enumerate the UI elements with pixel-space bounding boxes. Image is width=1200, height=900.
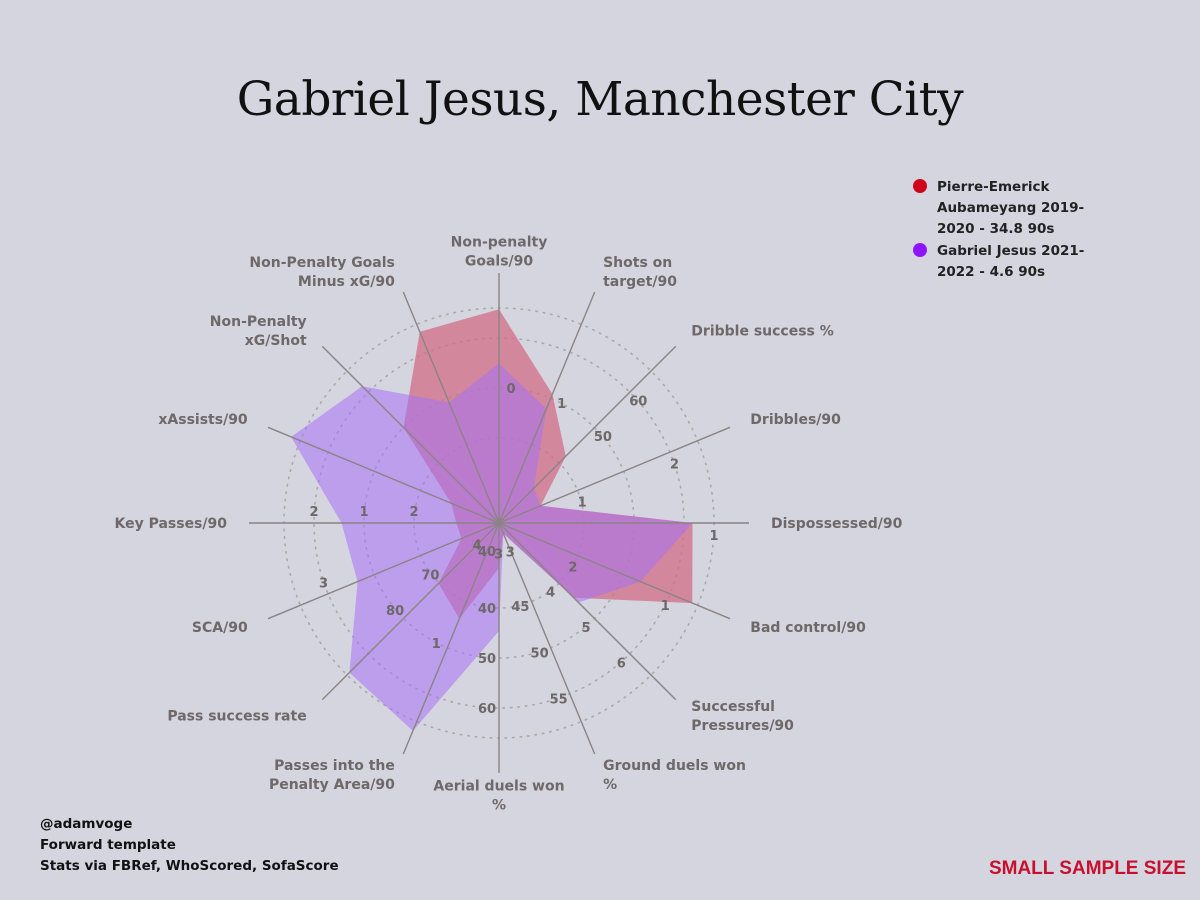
axis-label-6: Bad control/90	[750, 620, 866, 636]
tick-label: 50	[478, 652, 496, 667]
tick-label: 50	[531, 646, 549, 661]
tick-label: 1	[432, 637, 441, 652]
tick-label: 2	[309, 505, 318, 520]
tick-label: 6	[617, 656, 626, 671]
spoke-4	[498, 426, 731, 524]
tick-label: 60	[629, 395, 647, 410]
tick-label: 4	[546, 586, 555, 601]
legend-label-aubameyang: Pierre-Emerick Aubameyang 2019-2020 - 34…	[937, 179, 1085, 237]
axis-label-4: Dribbles/90	[750, 412, 841, 428]
axis-label-1: Non-penalty Goals/90	[451, 235, 548, 270]
axis-label-15: Non-Penalty xG/Shot	[210, 314, 307, 349]
tick-label: 3	[494, 548, 503, 563]
tick-label: 1	[661, 599, 670, 614]
credits: @adamvoge Forward template Stats via FBR…	[40, 814, 339, 877]
tick-label: 5	[581, 621, 590, 636]
spoke-3	[498, 345, 677, 524]
tick-label: 2	[409, 505, 418, 520]
axis-label-2: Shots on target/90	[603, 255, 677, 290]
legend-item-jesus: Gabriel Jesus 2021-2022 - 4.6 90s	[913, 240, 1103, 282]
axis-label-12: SCA/90	[192, 620, 248, 636]
legend: Pierre-Emerick Aubameyang 2019-2020 - 34…	[913, 176, 1103, 283]
chart-title: Gabriel Jesus, Manchester City	[236, 72, 964, 127]
sample-size-warning: SMALL SAMPLE SIZE	[988, 858, 1186, 879]
tick-label: 4	[473, 538, 482, 553]
spoke-12	[267, 522, 500, 620]
tick-label: 1	[709, 529, 718, 544]
series-area-2	[291, 363, 693, 731]
tick-label: 40	[478, 545, 496, 560]
axis-label-10: Passes into the Penalty Area/90	[269, 758, 395, 793]
tick-label: 3	[319, 577, 328, 592]
credit-sources: Stats via FBRef, WhoScored, SofaScore	[40, 858, 339, 874]
spoke-16	[402, 291, 500, 524]
tick-label: 1	[359, 505, 368, 520]
spoke-11	[321, 522, 500, 701]
tick-label: 50	[594, 430, 612, 445]
axis-label-11: Pass success rate	[167, 708, 306, 724]
axis-label-5: Dispossessed/90	[771, 516, 903, 532]
tick-label: 40	[478, 602, 496, 617]
tick-label: 2	[670, 457, 679, 472]
spoke-10	[402, 522, 500, 755]
legend-marker-aubameyang	[913, 179, 927, 193]
tick-label: 1	[557, 397, 566, 412]
spoke-15	[321, 345, 500, 524]
axis-label-8: Ground duels won%	[603, 758, 746, 793]
axis-label-7: Successful Pressures/90	[691, 699, 794, 734]
spoke-8	[498, 522, 596, 755]
axis-label-16: Non-Penalty Goals Minus xG/90	[249, 255, 395, 290]
tick-label: 45	[511, 600, 529, 615]
credit-author: @adamvoge	[40, 816, 133, 832]
credit-template: Forward template	[40, 837, 176, 853]
legend-item-aubameyang: Pierre-Emerick Aubameyang 2019-2020 - 34…	[913, 176, 1103, 239]
spoke-14	[267, 426, 500, 524]
axis-label-9: Aerial duels won%	[433, 779, 564, 814]
legend-marker-jesus	[913, 243, 927, 257]
tick-label: 1	[578, 496, 587, 511]
axis-label-14: xAssists/90	[158, 412, 248, 428]
spoke-7	[498, 522, 677, 701]
tick-label: 3	[506, 545, 515, 560]
tick-label: 2	[568, 561, 577, 576]
tick-label: 80	[386, 604, 404, 619]
legend-label-jesus: Gabriel Jesus 2021-2022 - 4.6 90s	[937, 243, 1085, 280]
axis-label-3: Dribble success %	[691, 324, 834, 340]
tick-label: 70	[421, 569, 439, 584]
tick-label: 55	[550, 693, 568, 708]
spoke-6	[498, 522, 731, 620]
tick-label: 0	[506, 382, 515, 397]
spoke-2	[498, 291, 596, 524]
tick-label: 60	[478, 702, 496, 717]
axis-label-13: Key Passes/90	[114, 516, 227, 532]
